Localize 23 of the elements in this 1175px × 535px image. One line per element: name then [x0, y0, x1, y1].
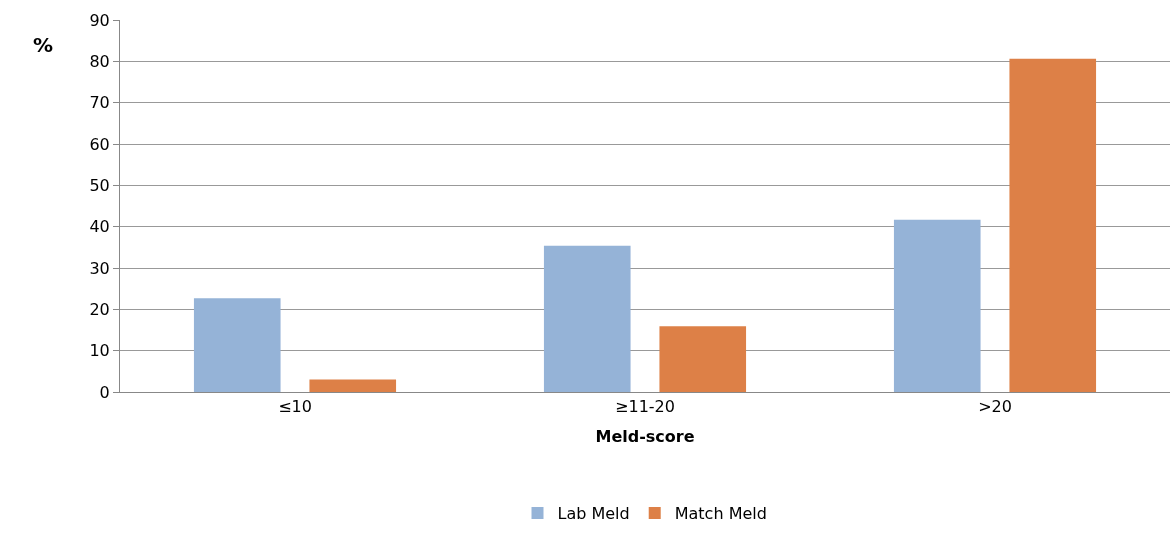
- x-tick-label: ≤10: [278, 397, 312, 417]
- bar: [543, 245, 631, 392]
- y-tick-label: 0: [99, 382, 110, 402]
- y-tick-label: 50: [89, 175, 110, 195]
- legend-label: Match Meld: [674, 504, 767, 524]
- y-tick-label: 30: [89, 258, 110, 278]
- bar: [309, 379, 397, 392]
- bar: [659, 326, 747, 392]
- y-tick-label: 10: [89, 341, 110, 361]
- x-tick-label: >20: [978, 397, 1012, 417]
- legend-label: Lab Meld: [557, 504, 630, 524]
- x-tick-label: ≥11-20: [615, 397, 675, 417]
- bar: [1009, 58, 1097, 392]
- y-tick-label: 40: [89, 217, 110, 237]
- y-tick-label: 80: [89, 51, 110, 71]
- y-tick-label: 70: [89, 93, 110, 113]
- x-axis-title: Meld-score: [595, 426, 695, 446]
- bar: [193, 298, 281, 392]
- y-axis-title: %: [33, 33, 54, 57]
- y-tick-label: 60: [89, 134, 110, 154]
- y-tick-label: 90: [89, 10, 110, 30]
- bar: [893, 219, 981, 392]
- y-tick-label: 20: [89, 299, 110, 319]
